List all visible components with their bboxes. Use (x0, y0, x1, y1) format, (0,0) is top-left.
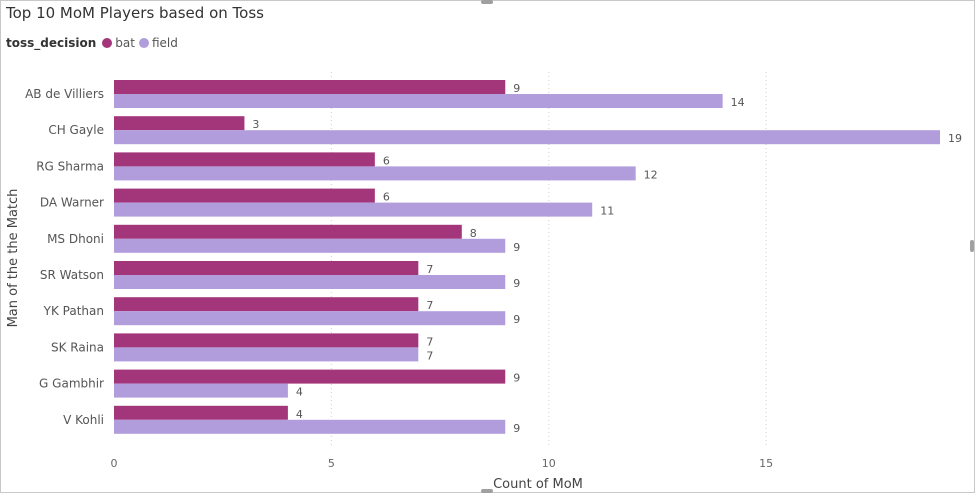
x-axis-title: Count of MoM (493, 477, 583, 492)
y-category-label: SK Raina (51, 340, 104, 354)
legend-label-bat: bat (115, 36, 135, 50)
y-category-label: RG Sharma (36, 159, 104, 173)
chart-title: Top 10 MoM Players based on Toss (6, 4, 264, 22)
bar-bat[interactable] (114, 152, 375, 167)
bar-bat[interactable] (114, 224, 462, 239)
bar-bat[interactable] (114, 333, 419, 348)
bar-field[interactable] (114, 383, 288, 398)
data-label-field: 11 (600, 205, 614, 218)
y-category-label: AB de Villiers (25, 87, 104, 101)
y-category-label: YK Pathan (43, 304, 104, 318)
data-label-bat: 7 (426, 299, 433, 312)
data-label-bat: 9 (513, 82, 520, 95)
data-label-field: 9 (513, 313, 520, 326)
bar-field[interactable] (114, 130, 940, 145)
x-tick-label: 0 (111, 457, 118, 470)
resize-handle-right[interactable] (970, 240, 974, 252)
legend-marker-bat (102, 38, 113, 48)
bar-field[interactable] (114, 238, 506, 253)
bar-bat[interactable] (114, 116, 245, 131)
y-category-label: DA Warner (40, 196, 104, 210)
y-category-label: G Gambhir (39, 377, 104, 391)
data-label-bat: 6 (383, 154, 390, 167)
bar-field[interactable] (114, 419, 506, 434)
data-label-field: 14 (731, 96, 745, 109)
legend: toss_decision bat field (6, 36, 182, 50)
bar-bat[interactable] (114, 80, 506, 94)
x-tick-label: 5 (328, 457, 335, 470)
labels: 0 5 10 15 AB de Villiers 9 14 CH Gayle 3 19 RG Sha… (25, 82, 962, 470)
y-category-label: MS Dhoni (47, 232, 104, 246)
bar-field[interactable] (114, 202, 593, 217)
x-tick-label: 15 (759, 457, 773, 470)
legend-label-field: field (151, 36, 178, 50)
bars (114, 80, 940, 434)
data-label-bat: 4 (296, 408, 303, 421)
data-label-field: 4 (296, 386, 303, 399)
data-label-field: 7 (426, 349, 433, 362)
bar-bat[interactable] (114, 261, 419, 275)
data-label-bat: 8 (470, 227, 477, 240)
resize-handle-bottom[interactable] (481, 489, 493, 493)
x-tick-label: 10 (542, 457, 556, 470)
bar-field[interactable] (114, 94, 723, 108)
bar-field[interactable] (114, 311, 506, 326)
data-label-bat: 7 (426, 263, 433, 276)
bar-bat[interactable] (114, 297, 419, 312)
legend-item-bat[interactable]: bat (102, 36, 135, 50)
data-label-field: 19 (948, 132, 962, 145)
y-category-label: SR Watson (40, 268, 104, 282)
bar-bat[interactable] (114, 369, 506, 384)
legend-title: toss_decision (6, 36, 97, 50)
bar-bat[interactable] (114, 405, 288, 420)
bar-field[interactable] (114, 347, 419, 362)
y-category-label: CH Gayle (48, 123, 104, 137)
bar-field[interactable] (114, 275, 506, 289)
bar-bat[interactable] (114, 188, 375, 203)
y-category-label: V Kohli (63, 413, 104, 427)
data-label-bat: 9 (513, 372, 520, 385)
bar-field[interactable] (114, 166, 636, 181)
legend-item-field[interactable]: field (138, 36, 178, 50)
data-label-field: 9 (513, 241, 520, 254)
data-label-field: 9 (513, 422, 520, 435)
data-label-bat: 3 (252, 118, 259, 131)
data-label-field: 9 (513, 277, 520, 290)
gridlines (330, 72, 767, 445)
legend-marker-field (138, 38, 149, 48)
y-axis-title: Man of the the Match (6, 189, 21, 328)
data-label-field: 12 (644, 168, 658, 181)
resize-handle-top[interactable] (481, 0, 493, 4)
data-label-bat: 7 (426, 335, 433, 348)
data-label-bat: 6 (383, 191, 390, 204)
